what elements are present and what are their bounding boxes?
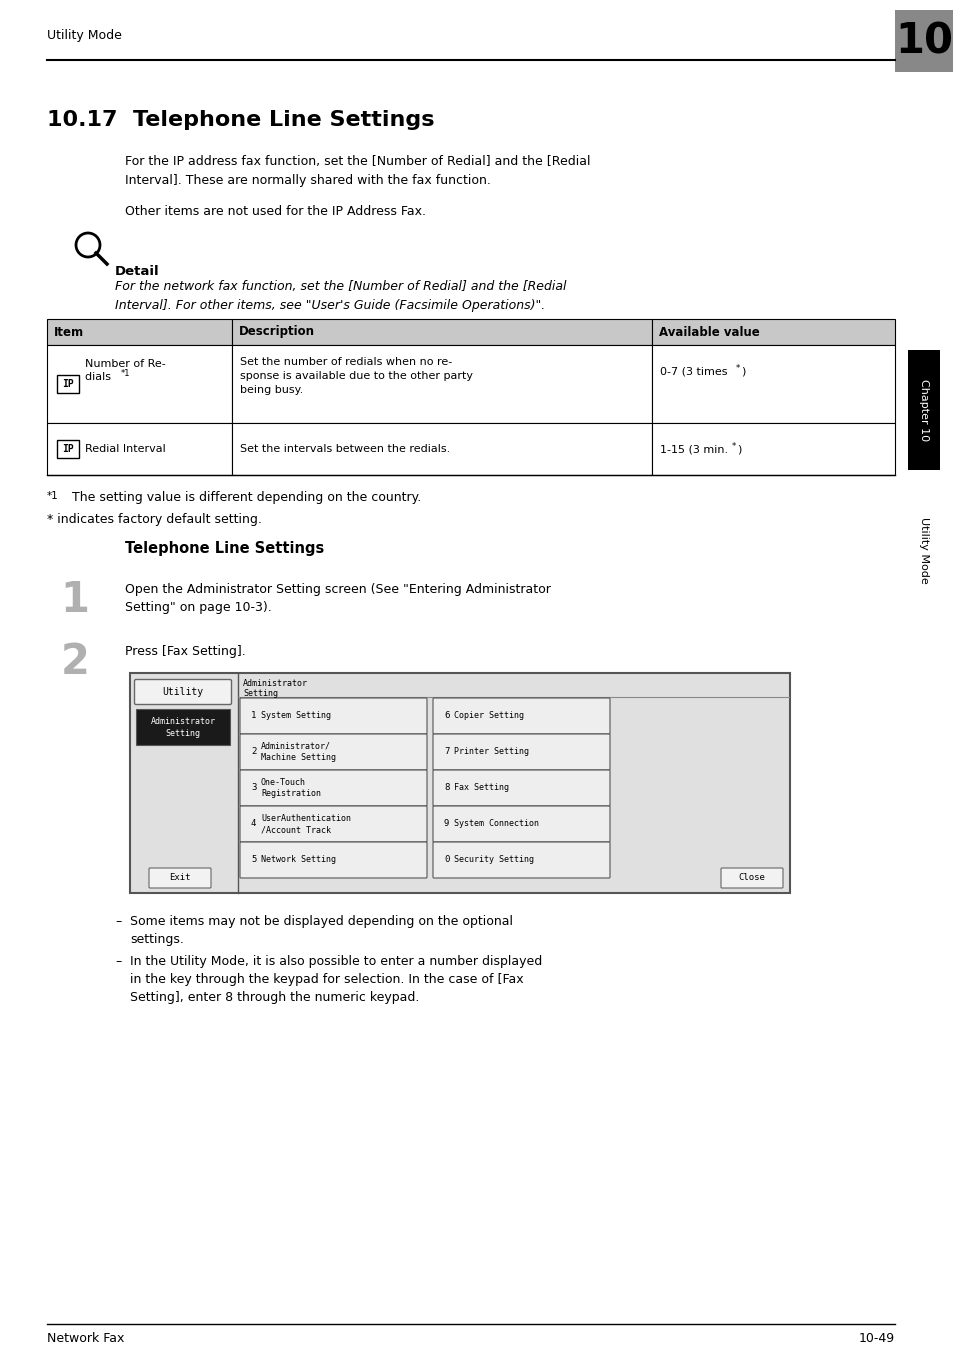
Text: Administrator/
Machine Setting: Administrator/ Machine Setting xyxy=(261,742,335,763)
FancyBboxPatch shape xyxy=(433,842,609,877)
Text: 10.17  Telephone Line Settings: 10.17 Telephone Line Settings xyxy=(47,110,434,130)
Text: For the network fax function, set the [Number of Redial] and the [Redial
Interva: For the network fax function, set the [N… xyxy=(115,280,566,311)
Text: UserAuthentication
/Account Track: UserAuthentication /Account Track xyxy=(261,814,351,834)
Text: Printer Setting: Printer Setting xyxy=(454,748,529,757)
Bar xyxy=(136,708,230,745)
Text: Security Setting: Security Setting xyxy=(454,856,534,864)
Text: Administrator: Administrator xyxy=(151,718,215,726)
Text: * indicates factory default setting.: * indicates factory default setting. xyxy=(47,512,262,526)
Text: Utility Mode: Utility Mode xyxy=(47,28,122,42)
FancyBboxPatch shape xyxy=(433,734,609,771)
FancyBboxPatch shape xyxy=(240,806,427,842)
Text: Chapter 10: Chapter 10 xyxy=(918,379,928,441)
FancyBboxPatch shape xyxy=(149,868,211,888)
Text: Network Fax: Network Fax xyxy=(47,1332,124,1345)
Text: IP: IP xyxy=(62,379,73,389)
Text: 0: 0 xyxy=(443,856,449,864)
Bar xyxy=(57,439,79,458)
Bar xyxy=(907,350,939,470)
Text: 3: 3 xyxy=(251,784,256,792)
FancyBboxPatch shape xyxy=(433,771,609,806)
Text: 10: 10 xyxy=(894,20,952,62)
Text: dials: dials xyxy=(85,372,114,383)
Text: *1: *1 xyxy=(121,369,131,379)
Text: ): ) xyxy=(740,366,744,377)
Text: Detail: Detail xyxy=(115,265,159,279)
Text: Description: Description xyxy=(239,326,314,338)
Text: System Setting: System Setting xyxy=(261,711,331,721)
Text: 1: 1 xyxy=(251,711,256,721)
Text: 8: 8 xyxy=(443,784,449,792)
Text: Setting: Setting xyxy=(165,729,200,737)
Text: 10-49: 10-49 xyxy=(858,1332,894,1345)
Text: 4: 4 xyxy=(251,819,256,829)
Text: Fax Setting: Fax Setting xyxy=(454,784,509,792)
Bar xyxy=(57,375,79,393)
Text: Close: Close xyxy=(738,873,764,883)
Text: Press [Fax Setting].: Press [Fax Setting]. xyxy=(125,645,246,658)
Text: Open the Administrator Setting screen (See "Entering Administrator
Setting" on p: Open the Administrator Setting screen (S… xyxy=(125,583,550,615)
Bar xyxy=(232,423,651,475)
FancyBboxPatch shape xyxy=(240,734,427,771)
Text: Network Setting: Network Setting xyxy=(261,856,335,864)
FancyBboxPatch shape xyxy=(433,806,609,842)
Text: For the IP address fax function, set the [Number of Redial] and the [Redial
Inte: For the IP address fax function, set the… xyxy=(125,155,590,187)
Text: IP: IP xyxy=(62,443,73,454)
Bar xyxy=(894,9,953,72)
Text: One-Touch
Registration: One-Touch Registration xyxy=(261,777,320,798)
Text: System Connection: System Connection xyxy=(454,819,538,829)
Text: 7: 7 xyxy=(443,748,449,757)
Bar xyxy=(47,319,232,345)
Text: Utility Mode: Utility Mode xyxy=(918,516,928,583)
Text: Item: Item xyxy=(54,326,84,338)
Text: Administrator
Setting: Administrator Setting xyxy=(243,679,308,699)
FancyBboxPatch shape xyxy=(240,842,427,877)
Text: 0-7 (3 times: 0-7 (3 times xyxy=(659,366,727,377)
FancyBboxPatch shape xyxy=(240,771,427,806)
Text: 1-15 (3 min.: 1-15 (3 min. xyxy=(659,443,727,454)
FancyBboxPatch shape xyxy=(433,698,609,734)
Text: Redial Interval: Redial Interval xyxy=(85,443,166,454)
Text: 9: 9 xyxy=(443,819,449,829)
Bar xyxy=(232,319,651,345)
Text: Set the intervals between the redials.: Set the intervals between the redials. xyxy=(240,443,450,454)
Text: 2: 2 xyxy=(60,641,90,683)
Text: 1: 1 xyxy=(60,579,90,621)
Bar xyxy=(47,423,232,475)
FancyBboxPatch shape xyxy=(720,868,782,888)
FancyBboxPatch shape xyxy=(240,698,427,734)
Text: The setting value is different depending on the country.: The setting value is different depending… xyxy=(71,491,421,504)
Text: Other items are not used for the IP Address Fax.: Other items are not used for the IP Addr… xyxy=(125,206,426,218)
Text: In the Utility Mode, it is also possible to enter a number displayed
in the key : In the Utility Mode, it is also possible… xyxy=(130,955,541,1005)
Text: –: – xyxy=(115,955,121,968)
Text: *: * xyxy=(735,364,740,373)
Text: Set the number of redials when no re-
sponse is available due to the other party: Set the number of redials when no re- sp… xyxy=(240,357,473,395)
Text: –: – xyxy=(115,915,121,927)
Bar xyxy=(130,673,789,894)
Bar xyxy=(47,345,232,423)
Text: Utility: Utility xyxy=(162,687,203,698)
Text: 2: 2 xyxy=(251,748,256,757)
Text: 5: 5 xyxy=(251,856,256,864)
Text: Copier Setting: Copier Setting xyxy=(454,711,523,721)
Text: Some items may not be displayed depending on the optional
settings.: Some items may not be displayed dependin… xyxy=(130,915,513,946)
Text: 6: 6 xyxy=(443,711,449,721)
Text: Telephone Line Settings: Telephone Line Settings xyxy=(125,541,324,556)
Text: Exit: Exit xyxy=(169,873,191,883)
Text: *1: *1 xyxy=(47,491,59,502)
Text: Available value: Available value xyxy=(659,326,759,338)
FancyBboxPatch shape xyxy=(134,680,232,704)
Bar xyxy=(651,345,894,423)
Text: Number of Re-: Number of Re- xyxy=(85,360,166,369)
Bar xyxy=(651,423,894,475)
Bar xyxy=(651,319,894,345)
Text: ): ) xyxy=(737,443,740,454)
Text: *: * xyxy=(731,442,736,450)
Bar xyxy=(232,345,651,423)
